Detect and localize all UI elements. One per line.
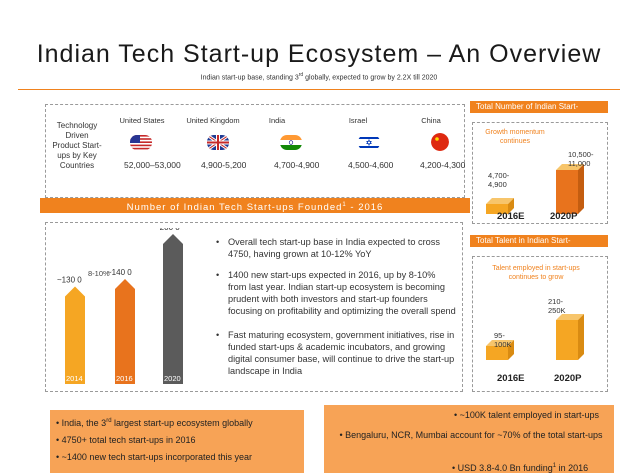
startups-panel-header: Total Number of Indian Start- xyxy=(470,101,608,113)
divider xyxy=(18,89,620,90)
highlight-item: • 4750+ total tech start-ups in 2016 xyxy=(56,435,196,445)
founded-section-title: Number of Indian Tech Start-ups Founded1… xyxy=(40,198,470,213)
india-flag-icon xyxy=(280,135,302,150)
startups-panel xyxy=(472,122,608,224)
bullet-item: 1400 new start-ups expected in 2016, up … xyxy=(216,269,456,317)
talent-2016e-year: 2016E xyxy=(497,373,525,384)
startups-2020p-value: 10,500-11,000 xyxy=(568,150,594,168)
israel-flag-icon xyxy=(358,135,380,150)
us-flag-icon xyxy=(130,135,152,150)
country-name-uk: United Kingdom xyxy=(186,116,240,125)
cube-2016e xyxy=(486,340,514,360)
chart-category-label: 2014 xyxy=(66,374,83,383)
country-range-us: 52,000–53,000 xyxy=(124,160,181,170)
countries-panel xyxy=(45,104,465,198)
highlight-item: • USD 3.8-4.0 Bn funding1 in 2016 xyxy=(452,463,589,473)
talent-2020p-year: 2020P xyxy=(554,373,582,384)
country-name-india: India xyxy=(268,116,286,125)
chart-growth-label: 8-10% xyxy=(88,269,110,278)
chart-category-label: 2020 (P) xyxy=(164,374,193,383)
country-name-china: China xyxy=(421,116,441,125)
highlights-left-box: • India, the 3rd largest start-up ecosys… xyxy=(50,410,304,473)
cube-2020p xyxy=(556,314,584,360)
startups-2016e-value: 4,700-4,900 xyxy=(488,171,510,189)
chart-data-label: ~130 0 xyxy=(57,276,82,285)
country-range-india: 4,700-4,900 xyxy=(274,160,320,170)
chart-bar xyxy=(163,234,183,384)
china-flag-icon xyxy=(431,133,449,151)
page-title: Indian Tech Start-up Ecosystem – An Over… xyxy=(36,40,602,68)
country-name-us: United States xyxy=(119,116,165,125)
startups-panel-note: Growth momentum continues xyxy=(485,129,545,145)
founded-bar-chart: ~130 0 2014 ~140 0 2016 (E) ~200 0 2020 (P) 8-… xyxy=(57,228,193,384)
countries-row-label: Technology Driven Product Start-ups by K… xyxy=(52,121,102,170)
founded-panel xyxy=(45,222,463,392)
chart-data-label: ~200 0 xyxy=(155,228,180,232)
talent-cube-chart xyxy=(486,314,584,360)
talent-2020p-value: 210-250K xyxy=(548,297,566,315)
highlight-item: • Bengaluru, NCR, Mumbai account for ~70… xyxy=(339,430,603,440)
chart-bar xyxy=(115,279,135,384)
cube-2020p xyxy=(556,164,584,214)
highlights-right-box: • ~100K talent employed in start-ups • B… xyxy=(324,405,614,473)
chart-bar xyxy=(65,286,85,384)
cube-2016e xyxy=(486,198,514,214)
chart-data-label: ~140 0 xyxy=(107,268,132,277)
highlight-item: • ~1400 new tech start-ups incorporated … xyxy=(56,452,253,462)
highlight-item: • ~100K talent employed in start-ups xyxy=(454,410,599,420)
startups-2020p-year: 2020P xyxy=(550,211,578,222)
bullet-item: Fast maturing ecosystem, government init… xyxy=(216,329,456,377)
talent-panel-note: Talent employed in start-ups continues t… xyxy=(492,265,580,281)
country-range-china: 4,200-4,300 xyxy=(420,160,466,170)
chart-category-label: 2016 (E) xyxy=(116,374,145,383)
startups-cube-chart xyxy=(486,164,584,214)
bullet-item: Overall tech start-up base in India expe… xyxy=(216,236,456,260)
startups-2016e-year: 2016E xyxy=(497,211,525,222)
country-range-uk: 4,900-5,200 xyxy=(201,160,247,170)
country-range-israel: 4,500-4,600 xyxy=(348,160,394,170)
talent-panel xyxy=(472,256,608,392)
highlight-item: • India, the 3rd largest start-up ecosys… xyxy=(56,418,253,428)
country-name-israel: Israel xyxy=(348,116,368,125)
page-subtitle: Indian start-up base, standing 3rd globa… xyxy=(200,72,438,82)
uk-flag-icon xyxy=(207,135,229,150)
talent-panel-header: Total Talent in Indian Start- xyxy=(470,235,608,247)
talent-2016e-value: 95-100K xyxy=(494,331,512,349)
